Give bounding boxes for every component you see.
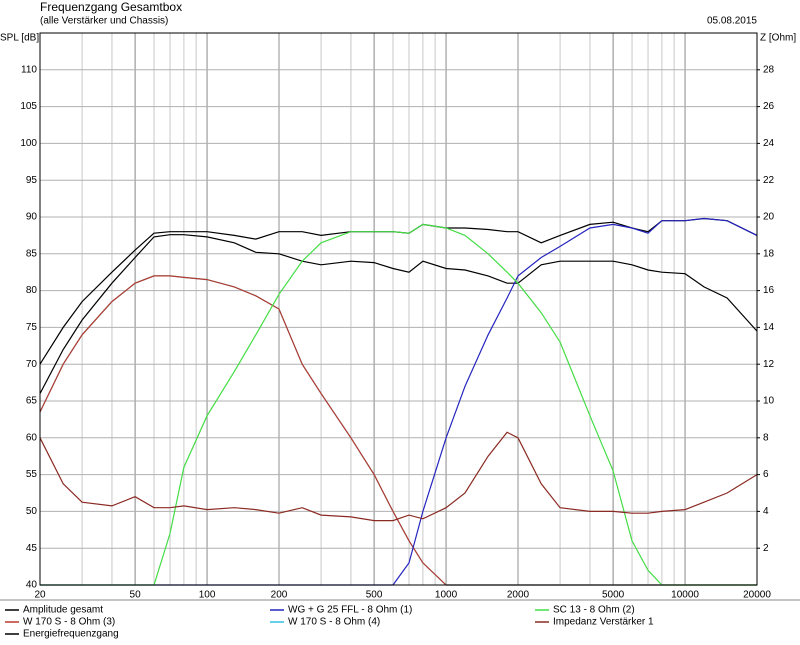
series-line (39, 234, 758, 394)
y2-tick-label: 22 (763, 175, 775, 186)
chart-subtitle: (alle Verstärker und Chassis) (40, 16, 168, 27)
x-tick-label: 20000 (743, 590, 771, 601)
x-tick-label: 20 (34, 590, 46, 601)
series-line (39, 431, 758, 522)
y2-tick-label: 2 (763, 543, 769, 554)
y2-tick-label: 24 (763, 138, 775, 149)
y-tick-label: 105 (20, 101, 37, 112)
y2-tick-label: 4 (763, 506, 769, 517)
x-tick-label: 2000 (507, 590, 530, 601)
y2-tick-label: 6 (763, 469, 769, 480)
x-tick-label: 200 (271, 590, 288, 601)
x-tick-label: 5000 (602, 590, 625, 601)
legend-label: Impedanz Verstärker 1 (553, 617, 654, 628)
chart-date: 05.08.2015 (707, 16, 757, 27)
y-tick-label: 55 (26, 469, 38, 480)
x-tick-label: 50 (130, 590, 142, 601)
y2-tick-label: 20 (763, 212, 775, 223)
y-tick-label: 50 (26, 506, 38, 517)
plot-area (40, 33, 757, 585)
series-line (40, 223, 757, 586)
plot-frame (39, 32, 758, 586)
y-tick-label: 60 (26, 432, 38, 443)
y-tick-label: 45 (26, 543, 38, 554)
chart-title: Frequenzgang Gesamtbox (40, 0, 182, 14)
grid (39, 33, 758, 586)
y2-tick-label: 8 (763, 432, 769, 443)
y2-tick-label: 18 (763, 248, 775, 259)
y-tick-label: 80 (26, 285, 38, 296)
y-tick-label: 95 (26, 175, 38, 186)
legend-label: Amplitude gesamt (23, 605, 103, 616)
x-tick-label: 10000 (671, 590, 699, 601)
y-tick-label: 100 (20, 138, 37, 149)
legend-label: Energiefrequenzgang (23, 629, 119, 640)
y2-tick-label: 16 (763, 285, 775, 296)
y-tick-label: 40 (26, 580, 38, 591)
y-tick-label: 110 (21, 64, 37, 75)
y2-tick-label: 12 (763, 359, 775, 370)
legend-label: WG + G 25 FFL - 8 Ohm (1) (288, 605, 412, 616)
legend-label: W 170 S - 8 Ohm (4) (288, 617, 380, 628)
y2-tick-label: 26 (763, 101, 775, 112)
y2-tick-label: 28 (763, 64, 775, 75)
x-tick-label: 100 (199, 590, 216, 601)
y-axis-label: SPL [dB] (0, 33, 39, 44)
x-tick-label: 1000 (435, 590, 458, 601)
legend-label: SC 13 - 8 Ohm (2) (553, 605, 635, 616)
y2-axis-label: Z [Ohm] (760, 33, 796, 44)
y-tick-label: 65 (26, 396, 38, 407)
legend-label: W 170 S - 8 Ohm (3) (23, 617, 115, 628)
y2-tick-label: 10 (763, 396, 775, 407)
y-tick-label: 75 (26, 322, 38, 333)
x-tick-label: 500 (366, 590, 383, 601)
y-tick-label: 90 (26, 212, 38, 223)
y2-tick-label: 14 (763, 322, 775, 333)
y-tick-label: 85 (26, 248, 38, 259)
y-tick-label: 70 (26, 359, 38, 370)
